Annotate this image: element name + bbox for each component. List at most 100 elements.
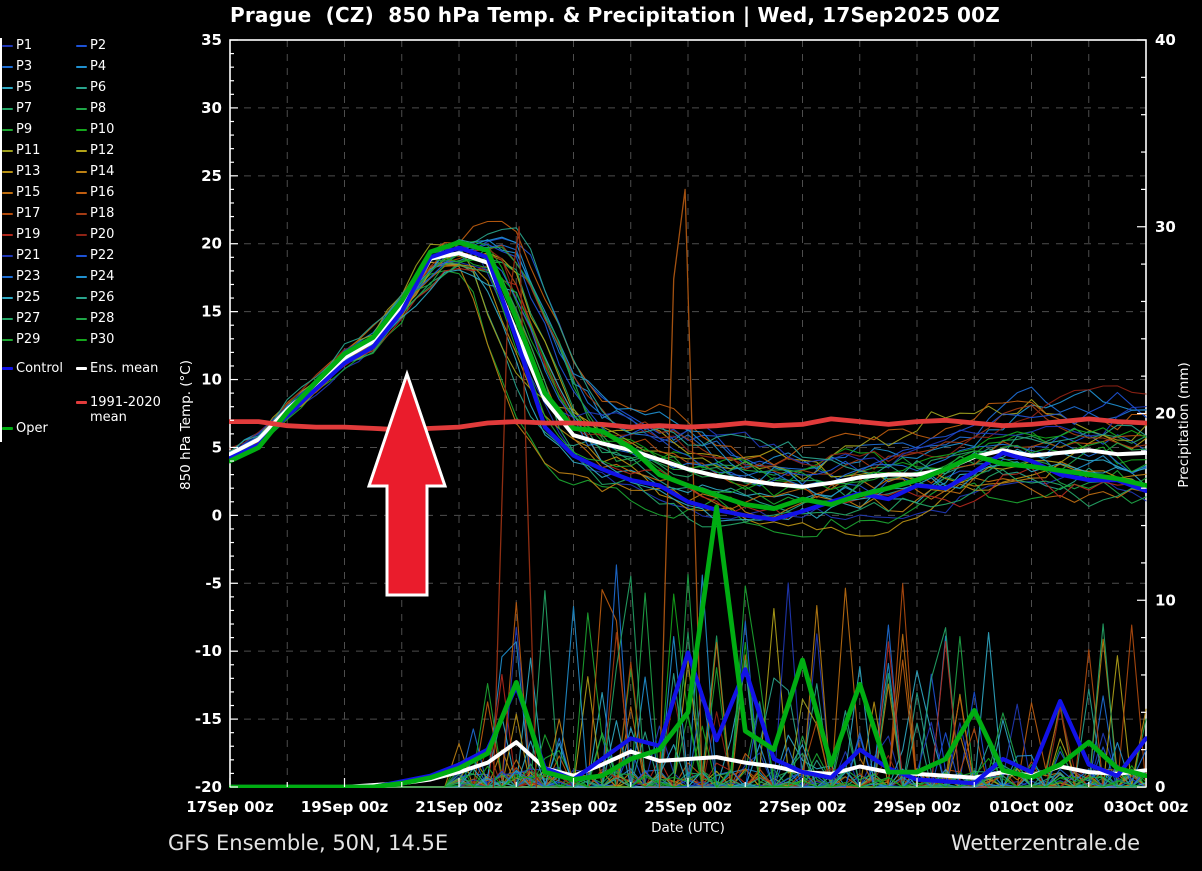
legend-item-p23: P23 [2, 269, 40, 284]
legend-line-swatch [76, 254, 87, 257]
legend-item-1991-2020-mean: 1991-2020 mean [76, 395, 162, 425]
legend-item-p5: P5 [2, 80, 32, 95]
legend-item-p3: P3 [2, 59, 32, 74]
series-oper-precip [229, 504, 1147, 788]
legend-line-swatch [2, 317, 13, 320]
legend-label: P10 [90, 122, 115, 137]
legend-label: P19 [16, 227, 41, 242]
special-precip-spike [492, 226, 537, 788]
x-axis-title: Date (UTC) [651, 820, 725, 836]
series-1991-2020-mean-temp [229, 416, 1147, 433]
legend-label: P11 [16, 143, 41, 158]
y-right-axis-title: Precipitation (mm) [1176, 362, 1192, 488]
legend-line-swatch [76, 191, 87, 194]
legend-line-swatch [76, 107, 87, 110]
legend-line-swatch [76, 401, 87, 404]
y-left-tick-label: 25 [201, 167, 222, 185]
plot-series [229, 188, 1147, 788]
legend-line-swatch [2, 296, 13, 299]
legend-item-p18: P18 [76, 206, 114, 221]
x-tick-label: 17Sep 00z [186, 798, 274, 816]
legend-item-p16: P16 [76, 185, 114, 200]
legend-label: P29 [16, 332, 41, 347]
annotation-arrow-up [366, 369, 448, 597]
legend-line-swatch [76, 317, 87, 320]
legend-item-p12: P12 [76, 143, 114, 158]
legend-line-swatch [2, 86, 13, 89]
legend-line-swatch [2, 275, 13, 278]
x-tick-label: 27Sep 00z [759, 798, 847, 816]
legend-item-p9: P9 [2, 122, 32, 137]
legend-line-swatch [76, 149, 87, 152]
legend-item-p21: P21 [2, 248, 40, 263]
y-right-tick-label: 0 [1155, 778, 1165, 796]
legend-line-swatch [2, 367, 13, 370]
ensemble-member-temp-line [229, 264, 1147, 528]
ensemble-member-temp-line [229, 243, 1147, 481]
legend-line-swatch [76, 128, 87, 131]
legend-line-swatch [76, 233, 87, 236]
legend-item-p24: P24 [76, 269, 114, 284]
legend-label: P27 [16, 311, 41, 326]
legend-item-p2: P2 [76, 38, 106, 53]
series-oper-temp [229, 239, 1147, 512]
x-tick-label: 21Sep 00z [415, 798, 503, 816]
legend-label: P6 [90, 80, 107, 95]
x-tick-label: 23Sep 00z [530, 798, 618, 816]
legend-line-swatch [2, 107, 13, 110]
legend-item-p1: P1 [2, 38, 32, 53]
legend-line-swatch [2, 149, 13, 152]
legend-label: P5 [16, 80, 33, 95]
left-edge-artifact [0, 38, 2, 442]
ensemble-member-temp-line [229, 236, 1147, 470]
legend-label: P12 [90, 143, 115, 158]
series-ens-mean-temp [229, 251, 1147, 489]
y-left-tick-label: -20 [195, 778, 222, 796]
y-right-tick-label: 20 [1155, 405, 1176, 423]
legend-item-p19: P19 [2, 227, 40, 242]
x-tick-label: 03Oct 00z [1104, 798, 1189, 816]
legend-line-swatch [2, 191, 13, 194]
chart-title: Prague (CZ) 850 hPa Temp. & Precipitatio… [230, 3, 1000, 27]
y-left-tick-label: 5 [212, 438, 222, 456]
legend-item-p8: P8 [76, 101, 106, 116]
legend-label: P7 [16, 101, 33, 116]
legend-item-p29: P29 [2, 332, 40, 347]
legend-line-swatch [2, 170, 13, 173]
y-left-tick-label: 15 [201, 303, 222, 321]
legend-line-swatch [2, 44, 13, 47]
legend-line-swatch [76, 86, 87, 89]
y-right-tick-label: 30 [1155, 218, 1176, 236]
axis-titles: 850 hPa Temp. (°C) Precipitation (mm) [178, 360, 1192, 490]
footer-model-info: GFS Ensemble, 50N, 14.5E [168, 831, 449, 855]
y-left-tick-label: -10 [195, 642, 222, 660]
y-left-tick-label: -5 [205, 574, 222, 592]
legend-line-swatch [2, 65, 13, 68]
legend-label: Control [16, 361, 63, 376]
legend-item-p15: P15 [2, 185, 40, 200]
legend-label: P26 [90, 290, 115, 305]
legend-label: P3 [16, 59, 33, 74]
footer-branding: Wetterzentrale.de [950, 831, 1140, 855]
legend-line-swatch [76, 367, 87, 370]
special-precip-spike [658, 188, 703, 788]
y-left-tick-label: 20 [201, 235, 222, 253]
legend-label: P2 [90, 38, 107, 53]
legend-line-swatch [2, 427, 13, 430]
axis-tick-labels: 35 30 25 20 15 10 5 0 -5 -10 -15 -20 40 30 20 10 0 17Sep … [186, 31, 1188, 816]
legend-line-swatch [76, 296, 87, 299]
y-left-tick-label: 30 [201, 99, 222, 117]
legend-line-swatch [76, 338, 87, 341]
y-left-tick-label: -15 [195, 710, 222, 728]
legend-label: P25 [16, 290, 41, 305]
legend-item-p17: P17 [2, 206, 40, 221]
legend-item-p27: P27 [2, 311, 40, 326]
legend-label: P13 [16, 164, 41, 179]
legend-label: P15 [16, 185, 41, 200]
legend-label: 1991-2020 mean [90, 395, 161, 425]
legend-item-p14: P14 [76, 164, 114, 179]
y-left-axis-title: 850 hPa Temp. (°C) [178, 360, 194, 490]
legend-label: P4 [90, 59, 107, 74]
y-right-tick-label: 40 [1155, 31, 1176, 49]
